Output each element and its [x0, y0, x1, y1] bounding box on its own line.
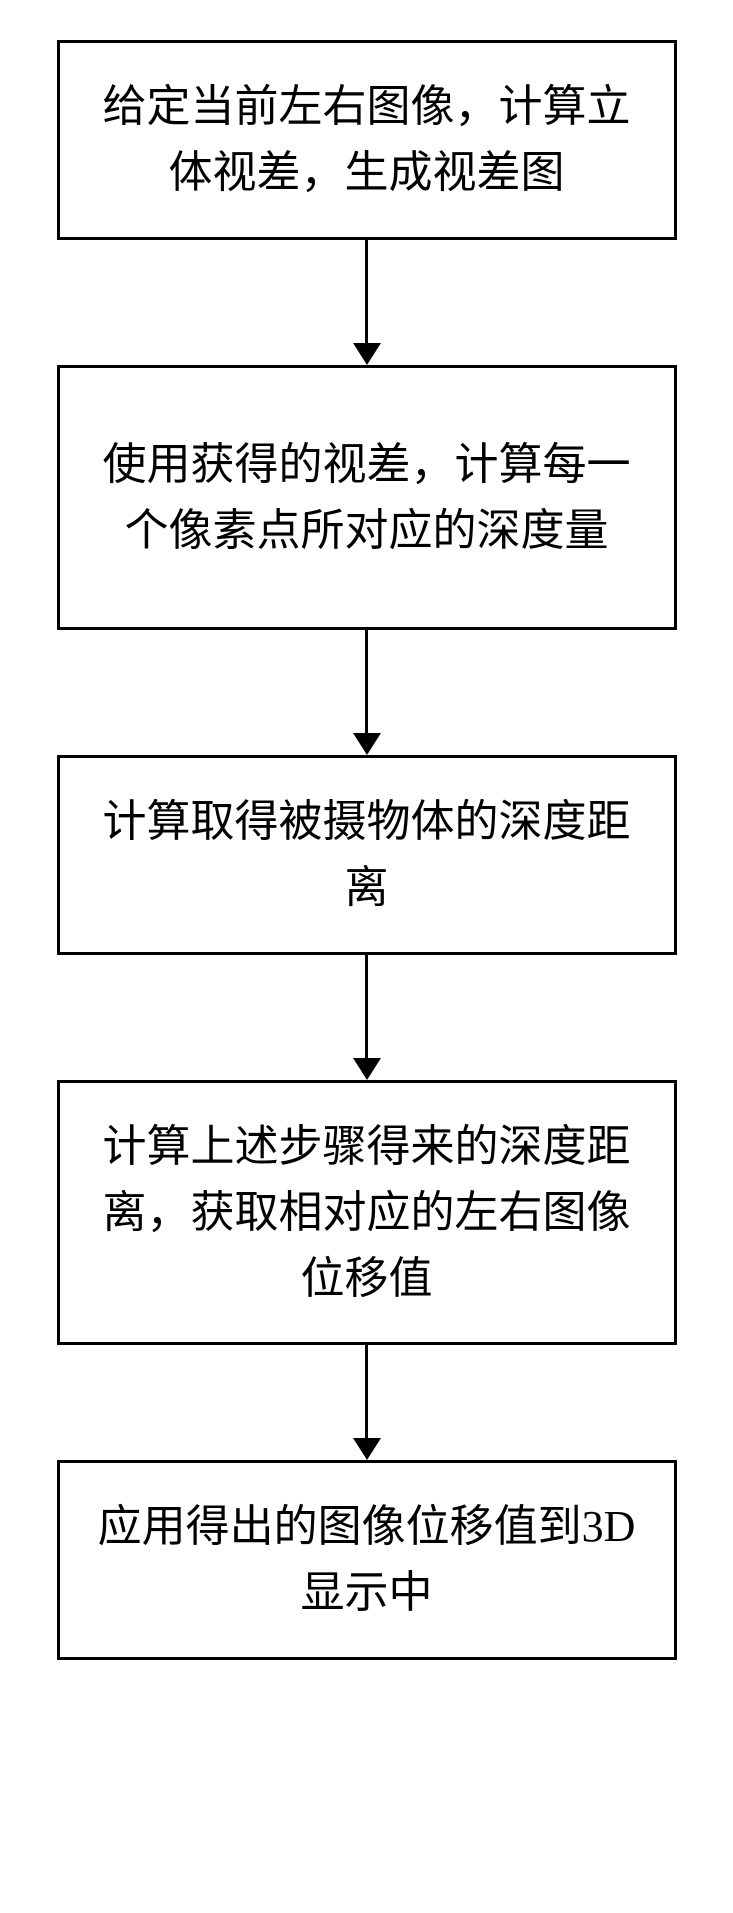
flowchart-arrow-4 — [353, 1345, 381, 1460]
arrow-head-icon — [353, 343, 381, 365]
flowchart-step-3: 计算取得被摄物体的深度距离 — [57, 755, 677, 955]
flowchart-step-1: 给定当前左右图像，计算立体视差，生成视差图 — [57, 40, 677, 240]
flowchart-arrow-3 — [353, 955, 381, 1080]
arrow-line — [365, 1345, 368, 1438]
step-text: 计算上述步骤得来的深度距离，获取相对应的左右图像位移值 — [90, 1114, 644, 1312]
flowchart-step-2: 使用获得的视差，计算每一个像素点所对应的深度量 — [57, 365, 677, 630]
arrow-head-icon — [353, 733, 381, 755]
flowchart-step-5: 应用得出的图像位移值到3D显示中 — [57, 1460, 677, 1660]
arrow-head-icon — [353, 1438, 381, 1460]
arrow-line — [365, 240, 368, 343]
flowchart-step-4: 计算上述步骤得来的深度距离，获取相对应的左右图像位移值 — [57, 1080, 677, 1345]
step-text: 计算取得被摄物体的深度距离 — [90, 789, 644, 921]
step-text: 使用获得的视差，计算每一个像素点所对应的深度量 — [90, 432, 644, 564]
arrow-line — [365, 630, 368, 733]
flowchart-arrow-2 — [353, 630, 381, 755]
step-text: 给定当前左右图像，计算立体视差，生成视差图 — [90, 74, 644, 206]
arrow-line — [365, 955, 368, 1058]
flowchart-arrow-1 — [353, 240, 381, 365]
arrow-head-icon — [353, 1058, 381, 1080]
step-text: 应用得出的图像位移值到3D显示中 — [90, 1494, 644, 1626]
